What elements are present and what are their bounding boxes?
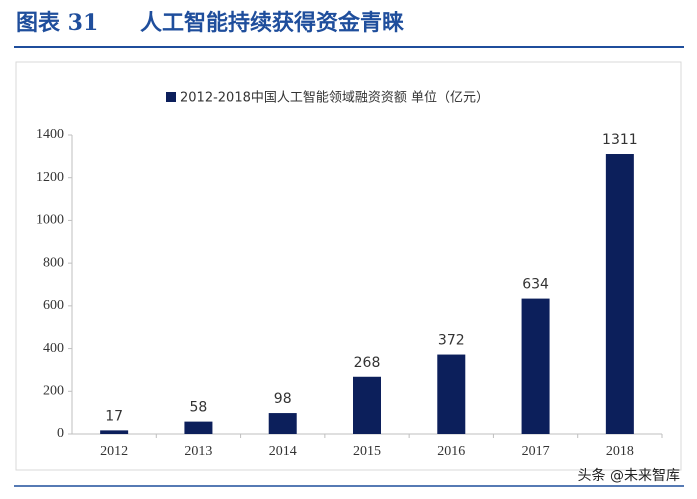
y-tick-label: 1400 (36, 127, 64, 142)
x-tick-label: 2015 (353, 444, 381, 459)
x-tick-label: 2012 (100, 444, 128, 459)
data-label: 58 (190, 400, 208, 416)
x-tick-label: 2018 (606, 444, 634, 459)
x-tick-label: 2013 (184, 444, 212, 459)
y-tick-label: 0 (57, 426, 64, 441)
y-tick-label: 200 (43, 384, 64, 399)
bar (605, 154, 634, 434)
chart-title: 人工智能持续获得资金青睐 (140, 10, 404, 36)
y-tick-label: 600 (43, 298, 64, 313)
data-label: 372 (438, 333, 465, 349)
watermark: 头条 @未来智库 (578, 467, 680, 484)
data-label: 98 (274, 391, 292, 407)
figure-label: 图表 31 (16, 10, 98, 36)
x-tick-label: 2016 (437, 444, 465, 459)
bar (268, 413, 297, 434)
bar (184, 421, 213, 434)
y-tick-label: 800 (43, 255, 64, 270)
y-tick-label: 1000 (36, 213, 64, 228)
chart-frame (15, 61, 682, 471)
y-tick-label: 1200 (36, 170, 64, 185)
bar (437, 354, 466, 434)
y-tick-label: 400 (43, 341, 64, 356)
data-label: 634 (522, 277, 549, 293)
bar (521, 298, 550, 434)
x-tick-label: 2017 (522, 444, 550, 459)
legend-swatch (166, 92, 176, 102)
data-label: 268 (354, 355, 381, 371)
data-label: 17 (105, 408, 123, 424)
x-tick-label: 2014 (269, 444, 297, 459)
bar (353, 376, 381, 434)
bar (100, 430, 129, 434)
legend-label: 2012-2018中国人工智能领域融资资额 单位（亿元） (180, 91, 489, 106)
data-label: 1311 (602, 132, 638, 148)
